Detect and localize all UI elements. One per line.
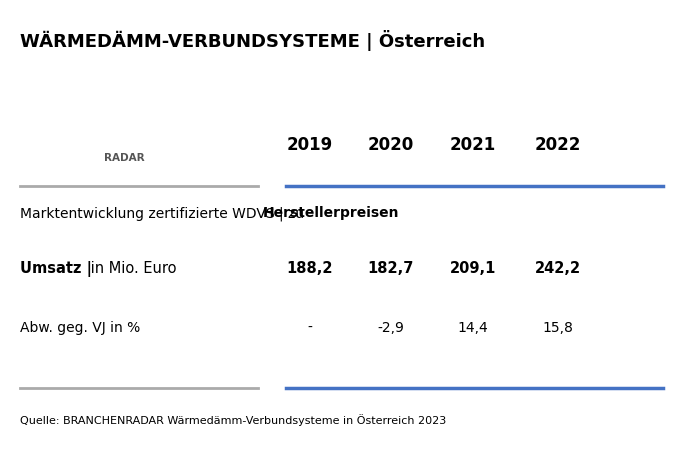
Text: Abw. geg. VJ in %: Abw. geg. VJ in % [20, 321, 141, 335]
Text: 2021: 2021 [449, 135, 496, 154]
Text: in Mio. Euro: in Mio. Euro [86, 261, 176, 276]
Text: Quelle: BRANCHENRADAR Wärmedämm-Verbundsysteme in Österreich 2023: Quelle: BRANCHENRADAR Wärmedämm-Verbunds… [20, 414, 447, 426]
Text: RADAR: RADAR [104, 153, 145, 163]
Text: 188,2: 188,2 [286, 261, 333, 276]
Text: BRANCHENRADAR: BRANCHENRADAR [27, 159, 100, 165]
Text: -: - [307, 321, 312, 335]
Text: -2,9: -2,9 [377, 321, 405, 335]
Text: 242,2: 242,2 [534, 261, 581, 276]
Text: 2019: 2019 [286, 135, 333, 154]
Text: WÄRMEDÄMM-VERBUNDSYSTEME | Österreich: WÄRMEDÄMM-VERBUNDSYSTEME | Österreich [20, 30, 486, 51]
Text: 2022: 2022 [534, 135, 581, 154]
Text: Umsatz |: Umsatz | [20, 261, 92, 276]
Text: 209,1: 209,1 [449, 261, 496, 276]
Text: 15,8: 15,8 [542, 321, 573, 335]
Text: 182,7: 182,7 [368, 261, 414, 276]
Text: 14,4: 14,4 [457, 321, 488, 335]
Text: Marktentwicklung zertifizierte WDVS | zu: Marktentwicklung zertifizierte WDVS | zu [20, 206, 309, 221]
Text: 2020: 2020 [368, 135, 414, 154]
Text: Herstellerpreisen: Herstellerpreisen [263, 207, 400, 220]
